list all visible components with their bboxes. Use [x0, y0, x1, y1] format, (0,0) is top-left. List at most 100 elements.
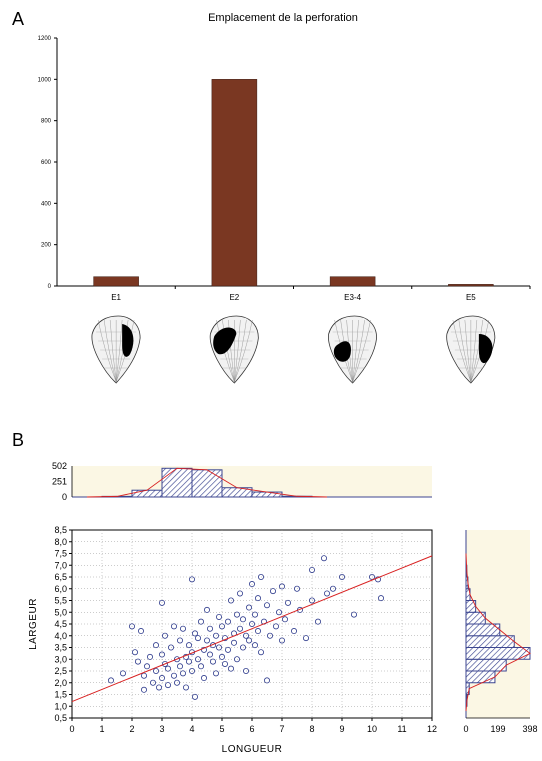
- data-point: [374, 576, 381, 583]
- perforation-mark: [478, 334, 493, 364]
- perforation-mark: [213, 327, 237, 355]
- data-point: [350, 611, 357, 618]
- bar-chart-bars: [93, 79, 494, 287]
- y-tick-label: 5,5: [54, 596, 67, 606]
- data-point: [200, 646, 207, 653]
- data-point: [179, 625, 186, 632]
- y-tick-label: 1,5: [54, 690, 67, 700]
- data-point: [170, 623, 177, 630]
- data-point: [221, 660, 228, 667]
- y-tick-label: 7,5: [54, 549, 67, 559]
- shell-e3-4-icon: [328, 315, 378, 384]
- data-point: [233, 611, 240, 618]
- panel-a: A Emplacement de la perforation 0 200 400 6…: [12, 9, 531, 384]
- data-point: [161, 632, 168, 639]
- data-point: [206, 625, 213, 632]
- data-point: [176, 663, 183, 670]
- data-point: [212, 670, 219, 677]
- x-tick-label: 4: [189, 724, 194, 734]
- data-point: [224, 646, 231, 653]
- y-tick-label: 6,5: [54, 572, 67, 582]
- data-point: [263, 602, 270, 609]
- data-point: [176, 637, 183, 644]
- data-point: [254, 595, 261, 602]
- x-tick-label: E1: [111, 293, 121, 302]
- histogram-bar: [161, 467, 193, 498]
- y-tick-label: 2,0: [54, 678, 67, 688]
- data-point: [194, 635, 201, 642]
- y-tick-label: 400: [41, 201, 52, 207]
- data-point: [197, 663, 204, 670]
- data-point: [278, 583, 285, 590]
- histogram-tick-label: 398: [522, 724, 537, 734]
- data-point: [179, 670, 186, 677]
- y-tick-label: 600: [41, 160, 52, 166]
- y-tick-label: 0,5: [54, 713, 67, 723]
- data-point: [278, 637, 285, 644]
- shell-hatching: [352, 319, 365, 383]
- y-tick-label: 5,0: [54, 607, 67, 617]
- shell-hatching: [458, 319, 472, 383]
- data-point: [275, 609, 282, 616]
- data-point: [314, 618, 321, 625]
- data-point: [191, 693, 198, 700]
- data-point: [242, 668, 249, 675]
- data-point: [218, 653, 225, 660]
- x-tick-label: 12: [427, 724, 437, 734]
- histogram-bar: [251, 491, 283, 498]
- bar: [211, 79, 258, 287]
- x-tick-label: 5: [219, 724, 224, 734]
- data-point: [137, 628, 144, 635]
- panel-a-letter: A: [12, 9, 24, 29]
- perforation-mark: [333, 341, 352, 362]
- y-tick-label: 1000: [38, 77, 52, 83]
- y-tick-label: 7,0: [54, 560, 67, 570]
- shell-hatching: [352, 319, 371, 383]
- data-point: [173, 679, 180, 686]
- y-tick-label: 4,5: [54, 619, 67, 629]
- x-axis-title: LONGUEUR: [222, 744, 283, 755]
- data-point: [338, 574, 345, 581]
- data-point: [227, 665, 234, 672]
- bar: [448, 284, 494, 287]
- histogram-bar: [465, 647, 531, 660]
- data-point: [185, 642, 192, 649]
- x-tick-label: 9: [339, 724, 344, 734]
- data-point: [284, 599, 291, 606]
- shell-hatching: [464, 319, 472, 383]
- histogram-bar: [465, 658, 507, 672]
- shell-hatching: [234, 319, 241, 383]
- bar-chart-title: Emplacement de la perforation: [208, 12, 358, 24]
- y-tick-label: 8,5: [54, 525, 67, 535]
- y-tick-label: 8,0: [54, 537, 67, 547]
- data-point: [230, 639, 237, 646]
- histogram-bar: [465, 635, 515, 648]
- data-point: [242, 632, 249, 639]
- data-point: [128, 623, 135, 630]
- histogram-bar: [191, 469, 223, 498]
- x-tick-label: 1: [99, 724, 104, 734]
- data-point: [152, 668, 159, 675]
- shell-icons: [91, 315, 496, 384]
- data-point: [146, 653, 153, 660]
- data-point: [377, 595, 384, 602]
- data-point: [251, 611, 258, 618]
- data-point: [188, 576, 195, 583]
- data-point: [200, 675, 207, 682]
- y-tick-label: 1200: [38, 36, 52, 42]
- data-point: [158, 675, 165, 682]
- x-tick-label: 6: [249, 724, 254, 734]
- data-point: [158, 651, 165, 658]
- data-point: [290, 628, 297, 635]
- data-point: [251, 642, 258, 649]
- data-point: [239, 644, 246, 651]
- data-point: [281, 616, 288, 623]
- histogram-bar: [465, 670, 496, 684]
- top-histogram: 502 251 0: [52, 461, 432, 502]
- y-tick-label: 0: [48, 284, 52, 290]
- data-point: [149, 679, 156, 686]
- data-point: [272, 623, 279, 630]
- x-tick-label: 3: [159, 724, 164, 734]
- histogram-tick-label: 502: [52, 461, 67, 471]
- data-point: [108, 677, 115, 684]
